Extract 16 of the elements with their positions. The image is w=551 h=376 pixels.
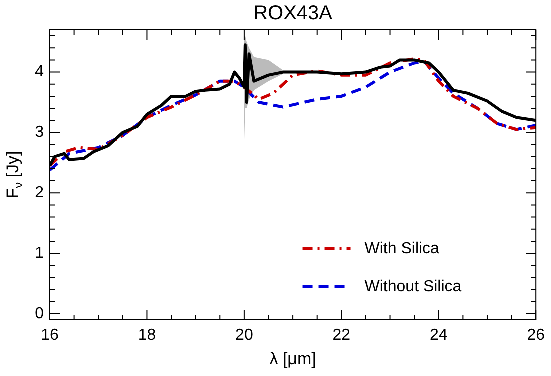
x-tick-label: 18 (138, 327, 156, 344)
legend-label: With Silica (364, 240, 440, 258)
y-tick-label: 2 (35, 184, 44, 202)
x-tick-label: 20 (236, 327, 254, 344)
chart-title: ROX43A (254, 2, 334, 25)
x-tick-label: 22 (332, 327, 351, 344)
y-tick-label: 3 (35, 124, 44, 142)
y-tick-label: 4 (35, 64, 44, 81)
legend-label: Without Silica (364, 278, 462, 296)
y-tick-label: 1 (35, 244, 44, 262)
x-axis-title: λ [μm] (270, 350, 316, 369)
x-tick-label: 16 (41, 327, 59, 344)
x-tick-label: 24 (430, 327, 448, 344)
x-tick-label: 26 (527, 327, 546, 344)
y-axis-title: Fν [Jy] (4, 151, 26, 199)
y-tick-label: 0 (35, 305, 44, 322)
